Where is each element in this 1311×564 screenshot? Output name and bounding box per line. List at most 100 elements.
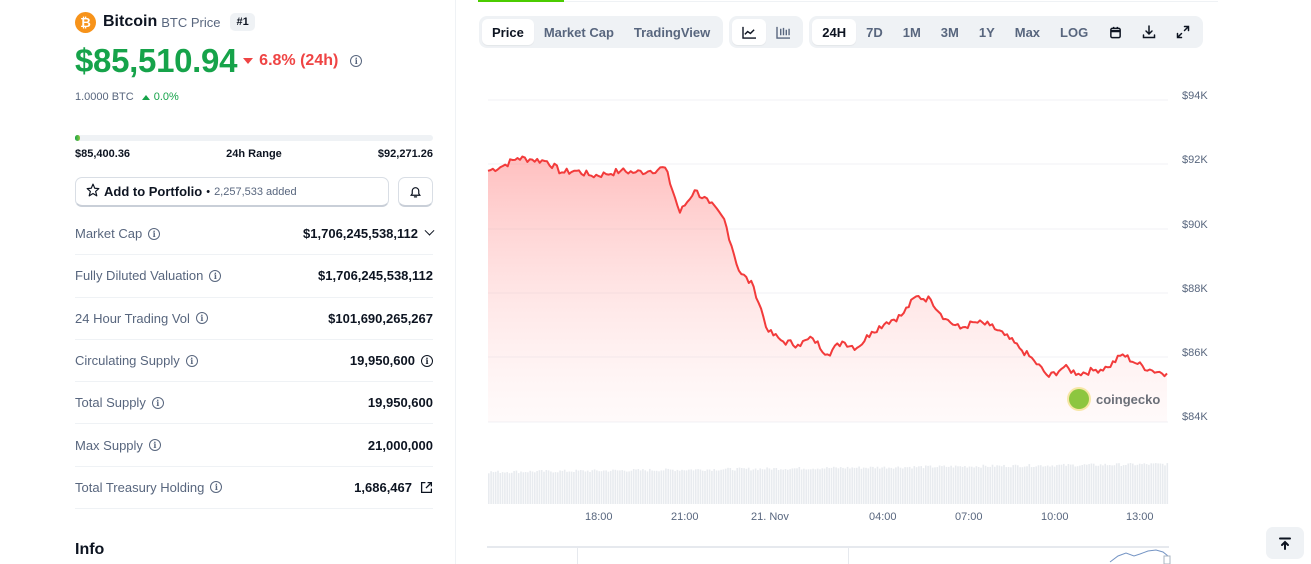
coin-subtitle: BTC Price xyxy=(161,14,221,30)
download-icon xyxy=(1142,25,1156,39)
download-button[interactable] xyxy=(1132,19,1166,45)
stat-row-market-cap: Market Cap i $1,706,245,538,112 xyxy=(75,213,435,256)
coin-name: Bitcoin xyxy=(103,13,158,30)
stat-row-circulating-supply: Circulating Supply i 19,950,600 i xyxy=(75,340,433,383)
external-link-icon[interactable] xyxy=(420,481,433,494)
stat-row-fdv: Fully Diluted Valuation i $1,706,245,538,… xyxy=(75,255,433,298)
bitcoin-logo-icon: ₿ xyxy=(75,11,96,33)
range-high: $92,271.26 xyxy=(377,148,433,160)
chart-type-tabs: Price Market Cap TradingView xyxy=(479,16,724,48)
price-row: $85,510.94 6.8% (24h) i xyxy=(75,42,363,80)
line-chart-button[interactable] xyxy=(732,19,767,45)
current-price: $85,510.94 xyxy=(75,42,238,79)
panel-divider xyxy=(455,0,456,564)
info-icon[interactable]: i xyxy=(195,312,208,325)
info-icon[interactable]: i xyxy=(210,481,223,494)
info-icon[interactable]: i xyxy=(148,227,161,240)
stat-label: Total Supply xyxy=(75,395,146,411)
rank-badge: #1 xyxy=(230,13,255,31)
stat-label: Fully Diluted Valuation xyxy=(75,268,204,284)
add-to-portfolio-button[interactable]: Add to Portfolio • 2,257,533 added xyxy=(75,177,389,207)
market-cap-value[interactable]: $1,706,245,538,112 xyxy=(303,225,435,242)
info-section-heading: Info xyxy=(75,541,105,558)
navigator-mini-chart xyxy=(1109,549,1171,564)
range-7d[interactable]: 7D xyxy=(866,24,883,40)
x-axis-tick: 21:00 xyxy=(671,511,699,523)
range-progress-bar xyxy=(75,135,433,141)
stat-row-max-supply: Max Supply i 21,000,000 xyxy=(75,424,433,467)
y-axis-tick: $94K xyxy=(1182,90,1208,102)
x-axis-tick: 10:00 xyxy=(1041,511,1069,523)
range-1m[interactable]: 1M xyxy=(902,24,921,40)
navigator-handle-left[interactable] xyxy=(577,548,578,564)
coingecko-logo-icon xyxy=(1069,389,1089,409)
info-icon[interactable]: i xyxy=(421,354,433,367)
scroll-to-top-button[interactable] xyxy=(1266,527,1304,559)
coin-title-row: ₿ Bitcoin BTC Price #1 xyxy=(75,11,255,33)
stats-table: Market Cap i $1,706,245,538,112 Fully Dil… xyxy=(75,213,435,510)
x-axis-tick: 13:00 xyxy=(1126,511,1154,523)
stat-label: Max Supply xyxy=(75,437,143,453)
stat-value: $1,706,245,538,112 xyxy=(303,226,418,242)
range-max[interactable]: Max xyxy=(1014,24,1041,40)
bell-icon xyxy=(410,186,421,197)
line-chart-icon xyxy=(742,26,756,39)
star-icon xyxy=(86,183,100,200)
candlestick-chart-button[interactable] xyxy=(766,19,800,45)
x-axis-tick: 07:00 xyxy=(955,511,983,523)
tab-tradingview[interactable]: TradingView xyxy=(633,24,711,40)
stat-value: $101,690,265,267 xyxy=(328,310,433,326)
stat-label: Circulating Supply xyxy=(75,353,180,369)
stat-label: 24 Hour Trading Vol xyxy=(75,310,190,326)
y-axis-tick: $88K xyxy=(1182,283,1208,295)
stat-value: 19,950,600 xyxy=(349,353,415,369)
add-to-portfolio-label: Add to Portfolio xyxy=(104,184,203,199)
stat-row-treasury-holding: Total Treasury Holding i 1,686,467 xyxy=(75,467,433,510)
watermark-text: coingecko xyxy=(1096,391,1161,407)
y-axis-tick: $84K xyxy=(1182,411,1208,423)
info-icon[interactable]: i xyxy=(350,55,363,67)
chart-navigator[interactable] xyxy=(487,546,1169,564)
log-scale-toggle[interactable]: LOG xyxy=(1060,24,1089,40)
coingecko-watermark: coingecko xyxy=(1069,389,1160,409)
stat-value: 19,950,600 xyxy=(367,395,433,411)
x-axis-tick: 21. Nov xyxy=(751,511,789,523)
x-axis-tick: 18:00 xyxy=(585,511,613,523)
portfolio-added-count: 2,257,533 added xyxy=(214,185,297,198)
btc-change: 0.0% xyxy=(141,91,179,103)
stat-row-total-supply: Total Supply i 19,950,600 xyxy=(75,382,433,425)
range-label: 24h Range xyxy=(226,148,282,160)
info-icon[interactable]: i xyxy=(209,269,222,282)
active-tab-indicator xyxy=(478,0,564,2)
portfolio-separator: • xyxy=(206,185,211,198)
price-alert-button[interactable] xyxy=(398,177,433,207)
range-1y[interactable]: 1Y xyxy=(978,24,995,40)
price-area-fill xyxy=(488,156,1167,422)
stat-value: 1,686,467 xyxy=(354,479,412,495)
info-icon[interactable]: i xyxy=(185,354,198,367)
btc-value: 1.0000 BTC xyxy=(75,91,134,103)
info-icon[interactable]: i xyxy=(151,396,164,409)
arrow-up-to-top-icon xyxy=(1279,537,1291,550)
tab-market-cap[interactable]: Market Cap xyxy=(543,24,614,40)
y-axis-tick: $92K xyxy=(1182,154,1208,166)
stat-label: Market Cap xyxy=(75,226,143,242)
calendar-button[interactable] xyxy=(1098,19,1132,45)
btc-conversion-row: 1.0000 BTC 0.0% xyxy=(75,91,179,103)
tabs-underline xyxy=(480,1,1218,2)
range-labels: $85,400.36 24h Range $92,271.26 xyxy=(75,148,433,160)
range-3m[interactable]: 3M xyxy=(940,24,959,40)
tab-price[interactable]: Price xyxy=(482,19,534,45)
portfolio-row: Add to Portfolio • 2,257,533 added xyxy=(75,177,433,207)
price-change-24h: 6.8% (24h) xyxy=(243,52,338,70)
price-change-value: 6.8% (24h) xyxy=(259,52,339,69)
navigator-handle-right[interactable] xyxy=(848,548,849,564)
chart-toolbar: Price Market Cap TradingView 24H 7D 1M 3… xyxy=(479,16,1204,48)
info-icon[interactable]: i xyxy=(148,439,161,452)
chart-view-toggle xyxy=(729,16,804,48)
range-24h[interactable]: 24H xyxy=(812,19,857,45)
fullscreen-button[interactable] xyxy=(1166,19,1200,45)
calendar-icon xyxy=(1109,26,1121,38)
x-axis-tick: 04:00 xyxy=(869,511,897,523)
